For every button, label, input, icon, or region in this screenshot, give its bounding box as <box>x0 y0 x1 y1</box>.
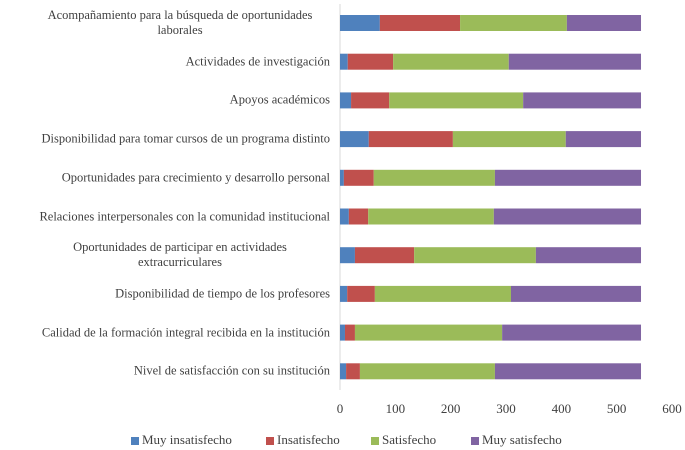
bar-segment <box>340 324 345 341</box>
y-tick-label: Oportunidades de participar en actividad… <box>73 240 287 270</box>
bar-segment <box>340 285 348 302</box>
bar-segment <box>359 363 495 380</box>
x-tick-label: 400 <box>552 401 572 416</box>
legend-swatch <box>371 437 379 445</box>
bar-segment <box>343 169 374 186</box>
bar-segment <box>508 53 642 70</box>
y-tick-label-box: Relaciones interpersonales con la comuni… <box>39 209 330 224</box>
legend-label: Muy insatisfecho <box>142 432 232 447</box>
x-tick-label: 200 <box>441 401 461 416</box>
legend-label: Insatisfecho <box>277 432 340 447</box>
x-tick-label: 500 <box>607 401 627 416</box>
bar-segment <box>373 169 495 186</box>
y-tick-label: Apoyos académicos <box>229 92 330 107</box>
y-tick-label-box: Oportunidades de participar en actividad… <box>30 240 330 270</box>
y-tick-label-box: Calidad de la formación integral recibid… <box>42 325 330 340</box>
legend-label: Satisfecho <box>382 432 436 447</box>
y-tick-label-box: Nivel de satisfacción con su institución <box>134 364 330 379</box>
bar-segment <box>340 169 344 186</box>
y-tick-label-box: Acompañamiento para la búsqueda de oport… <box>30 8 330 38</box>
x-tick-label: 0 <box>337 401 344 416</box>
bar-segment <box>523 92 642 109</box>
y-tick-label-box: Oportunidades para crecimiento y desarro… <box>62 170 330 185</box>
bar-segment <box>348 208 369 225</box>
bar-segment <box>460 15 567 31</box>
bar-segment <box>389 92 524 109</box>
y-tick-label-box: Actividades de investigación <box>186 54 330 69</box>
bar-segment <box>340 131 369 148</box>
y-tick-label: Relaciones interpersonales con la comuni… <box>39 209 330 223</box>
y-tick-label: Disponibilidad de tiempo de los profesor… <box>115 286 330 301</box>
y-tick-label-box: Disponibilidad de tiempo de los profesor… <box>115 286 330 301</box>
x-tick-label: 300 <box>496 401 516 416</box>
bar-segment <box>368 208 494 225</box>
x-tick-label: 100 <box>386 401 406 416</box>
bar-segment <box>502 324 642 341</box>
bar-segment <box>368 131 453 148</box>
legend-swatch <box>266 437 274 445</box>
bar-segment <box>494 169 642 186</box>
bar-segment <box>393 53 509 70</box>
bar-segment <box>347 285 375 302</box>
x-tick-label: 600 <box>662 401 682 416</box>
bar-segment <box>510 285 642 302</box>
y-tick-label: Oportunidades para crecimiento y desarro… <box>61 170 330 185</box>
y-tick-label: Calidad de la formación integral recibid… <box>41 325 330 340</box>
bar-segment <box>379 15 461 31</box>
bar-segment <box>494 363 642 380</box>
y-tick-label: Acompañamiento para la búsqueda de oport… <box>47 8 313 37</box>
bar-segment <box>344 324 355 341</box>
bar-segment <box>354 247 415 264</box>
bar-segment <box>340 363 347 380</box>
legend-swatch <box>131 437 139 445</box>
bar-segment <box>340 15 380 31</box>
bar-segment <box>351 92 390 109</box>
bar-segment <box>414 247 536 264</box>
bar-segment <box>346 363 360 380</box>
bar-segment <box>565 131 642 148</box>
bar-segment <box>493 208 642 225</box>
bar-segment <box>340 92 352 109</box>
bar-segment <box>354 324 503 341</box>
y-tick-label-box: Disponibilidad para tomar cursos de un p… <box>42 132 330 147</box>
bar-segment <box>340 247 355 264</box>
bar-segment <box>347 53 394 70</box>
bar-segment <box>535 247 642 264</box>
y-tick-label-box: Apoyos académicos <box>230 93 330 108</box>
bar-segment <box>374 285 511 302</box>
y-tick-label: Actividades de investigación <box>185 54 330 69</box>
bar-segment <box>452 131 566 148</box>
y-tick-label: Disponibilidad para tomar cursos de un p… <box>41 131 330 146</box>
bar-segment <box>340 208 349 225</box>
legend-label: Muy satisfecho <box>482 432 562 447</box>
bar-segment <box>566 15 642 31</box>
y-tick-label: Nivel de satisfacción con su institución <box>133 363 330 378</box>
bar-segment <box>340 53 348 70</box>
legend-swatch <box>471 437 479 445</box>
